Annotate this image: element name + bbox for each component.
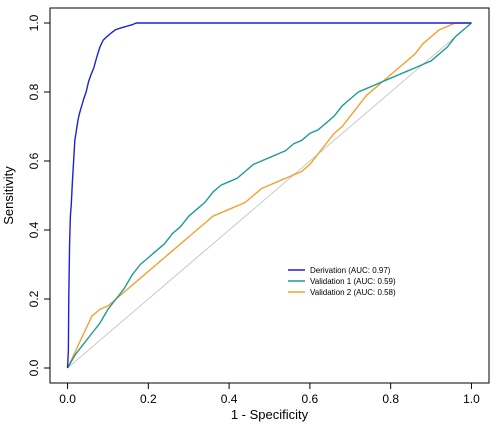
- reference-layer: [67, 22, 472, 369]
- x-tick-label: 0.0: [59, 392, 76, 406]
- series-line-validation-2: [66, 22, 472, 369]
- series-layer: [66, 22, 472, 369]
- x-tick-label: 0.8: [382, 392, 399, 406]
- series-line-derivation: [66, 22, 472, 369]
- x-axis-title: 1 - Specificity: [231, 407, 309, 422]
- x-tick-label: 1.0: [463, 392, 480, 406]
- series-line-validation-1: [66, 22, 472, 369]
- y-tick-label: 0.6: [27, 152, 41, 169]
- x-tick-label: 0.6: [302, 392, 319, 406]
- legend-label: Derivation (AUC: 0.97): [310, 266, 391, 275]
- y-tick-label: 0.0: [27, 359, 41, 376]
- y-tick-label: 1.0: [27, 14, 41, 31]
- x-axis: 0.0 0.2 0.4 0.6 0.8 1.0: [59, 383, 480, 406]
- legend-label: Validation 1 (AUC: 0.59): [310, 277, 396, 286]
- x-tick-label: 0.4: [221, 392, 238, 406]
- x-tick-label: 0.2: [140, 392, 157, 406]
- reference-diagonal-line: [67, 22, 472, 369]
- legend-label: Validation 2 (AUC: 0.58): [310, 288, 396, 297]
- y-axis-title: Sensitivity: [1, 166, 16, 225]
- y-tick-label: 0.4: [27, 221, 41, 238]
- plot-frame: [49, 7, 490, 384]
- legend: Derivation (AUC: 0.97) Validation 1 (AUC:…: [288, 266, 396, 297]
- y-tick-label: 0.8: [27, 83, 41, 100]
- y-axis: 0.0 0.2 0.4 0.6 0.8 1.0: [27, 14, 50, 376]
- y-tick-label: 0.2: [27, 290, 41, 307]
